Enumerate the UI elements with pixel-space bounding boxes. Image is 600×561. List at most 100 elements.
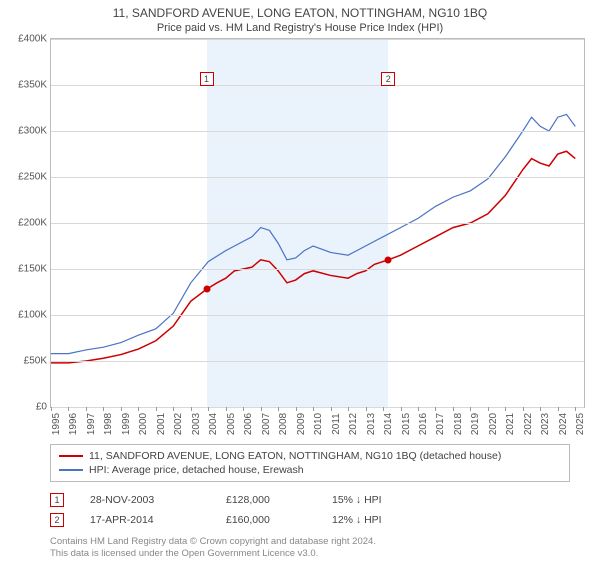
x-tick — [505, 407, 506, 411]
x-axis-label: 1995 — [51, 413, 62, 435]
event-price: £128,000 — [226, 494, 306, 506]
x-axis-label: 2002 — [173, 413, 184, 435]
x-axis-label: 1996 — [68, 413, 79, 435]
x-axis-label: 2005 — [226, 413, 237, 435]
x-axis-label: 2003 — [191, 413, 202, 435]
event-delta: 15% ↓ HPI — [332, 494, 432, 506]
x-tick — [348, 407, 349, 411]
x-tick — [418, 407, 419, 411]
legend-box: 11, SANDFORD AVENUE, LONG EATON, NOTTING… — [50, 444, 570, 482]
event-number-box: 1 — [50, 493, 64, 507]
x-tick — [401, 407, 402, 411]
x-tick — [540, 407, 541, 411]
x-tick — [331, 407, 332, 411]
x-tick — [313, 407, 314, 411]
gridline-h — [51, 223, 584, 224]
gridline-h — [51, 407, 584, 408]
x-tick — [226, 407, 227, 411]
y-axis-label: £150K — [3, 264, 47, 275]
event-date: 28-NOV-2003 — [90, 494, 200, 506]
event-row: 217-APR-2014£160,00012% ↓ HPI — [50, 510, 570, 530]
x-axis-label: 2001 — [156, 413, 167, 435]
x-axis-label: 2023 — [540, 413, 551, 435]
x-tick — [470, 407, 471, 411]
chart-figure: 11, SANDFORD AVENUE, LONG EATON, NOTTING… — [0, 0, 600, 560]
x-tick — [366, 407, 367, 411]
x-axis-label: 1998 — [103, 413, 114, 435]
chart-subtitle: Price paid vs. HM Land Registry's House … — [0, 20, 600, 38]
x-tick — [488, 407, 489, 411]
x-axis-label: 2021 — [505, 413, 516, 435]
x-tick — [296, 407, 297, 411]
legend-text: HPI: Average price, detached house, Erew… — [89, 464, 304, 476]
legend-row: 11, SANDFORD AVENUE, LONG EATON, NOTTING… — [59, 449, 561, 463]
event-marker-box: 2 — [381, 72, 395, 86]
x-tick — [243, 407, 244, 411]
x-tick — [191, 407, 192, 411]
chart-title: 11, SANDFORD AVENUE, LONG EATON, NOTTING… — [0, 0, 600, 20]
x-axis-label: 2022 — [523, 413, 534, 435]
legend-text: 11, SANDFORD AVENUE, LONG EATON, NOTTING… — [89, 450, 501, 462]
x-tick — [558, 407, 559, 411]
y-axis-label: £350K — [3, 80, 47, 91]
x-axis-label: 2015 — [401, 413, 412, 435]
x-tick — [51, 407, 52, 411]
x-axis-label: 2004 — [208, 413, 219, 435]
x-axis-label: 2025 — [575, 413, 586, 435]
y-axis-label: £400K — [3, 34, 47, 45]
event-number-box: 2 — [50, 513, 64, 527]
y-axis-label: £250K — [3, 172, 47, 183]
x-axis-label: 2019 — [470, 413, 481, 435]
legend-swatch — [59, 469, 83, 471]
legend-row: HPI: Average price, detached house, Erew… — [59, 463, 561, 477]
series-hpi_erewash — [51, 114, 575, 353]
y-axis-label: £300K — [3, 126, 47, 137]
gridline-h — [51, 315, 584, 316]
x-axis-label: 2011 — [331, 413, 342, 435]
legend-swatch — [59, 455, 83, 457]
x-axis-label: 2000 — [138, 413, 149, 435]
x-axis-label: 2012 — [348, 413, 359, 435]
x-tick — [173, 407, 174, 411]
x-tick — [138, 407, 139, 411]
x-tick — [68, 407, 69, 411]
x-axis-label: 2017 — [435, 413, 446, 435]
x-tick — [208, 407, 209, 411]
x-tick — [103, 407, 104, 411]
gridline-h — [51, 39, 584, 40]
x-axis-label: 1997 — [86, 413, 97, 435]
x-axis-label: 1999 — [121, 413, 132, 435]
x-tick — [278, 407, 279, 411]
x-tick — [523, 407, 524, 411]
attribution: Contains HM Land Registry data © Crown c… — [50, 536, 570, 561]
x-axis-label: 2024 — [558, 413, 569, 435]
y-axis-label: £100K — [3, 310, 47, 321]
x-axis-label: 2018 — [453, 413, 464, 435]
event-row: 1 28-NOV-2003 £128,000 15% ↓ HPI — [50, 490, 570, 510]
x-tick — [453, 407, 454, 411]
gridline-h — [51, 269, 584, 270]
events-table: 128-NOV-2003£128,00015% ↓ HPI217-APR-201… — [50, 490, 570, 530]
x-axis-label: 2006 — [243, 413, 254, 435]
y-axis-label: £0 — [3, 402, 47, 413]
x-axis-label: 2013 — [366, 413, 377, 435]
x-axis-label: 2009 — [296, 413, 307, 435]
event-marker-dot — [385, 256, 392, 263]
event-delta: 12% ↓ HPI — [332, 514, 432, 526]
x-axis-label: 2007 — [261, 413, 272, 435]
x-tick — [383, 407, 384, 411]
event-marker-box: 1 — [200, 72, 214, 86]
gridline-h — [51, 177, 584, 178]
event-price: £160,000 — [226, 514, 306, 526]
x-axis-label: 2014 — [383, 413, 394, 435]
x-tick — [575, 407, 576, 411]
plot-area: £0£50K£100K£150K£200K£250K£300K£350K£400… — [50, 38, 585, 408]
x-tick — [156, 407, 157, 411]
event-marker-dot — [203, 286, 210, 293]
gridline-h — [51, 131, 584, 132]
x-tick — [435, 407, 436, 411]
x-axis-label: 2008 — [278, 413, 289, 435]
x-tick — [261, 407, 262, 411]
x-tick — [121, 407, 122, 411]
x-axis-label: 2020 — [488, 413, 499, 435]
